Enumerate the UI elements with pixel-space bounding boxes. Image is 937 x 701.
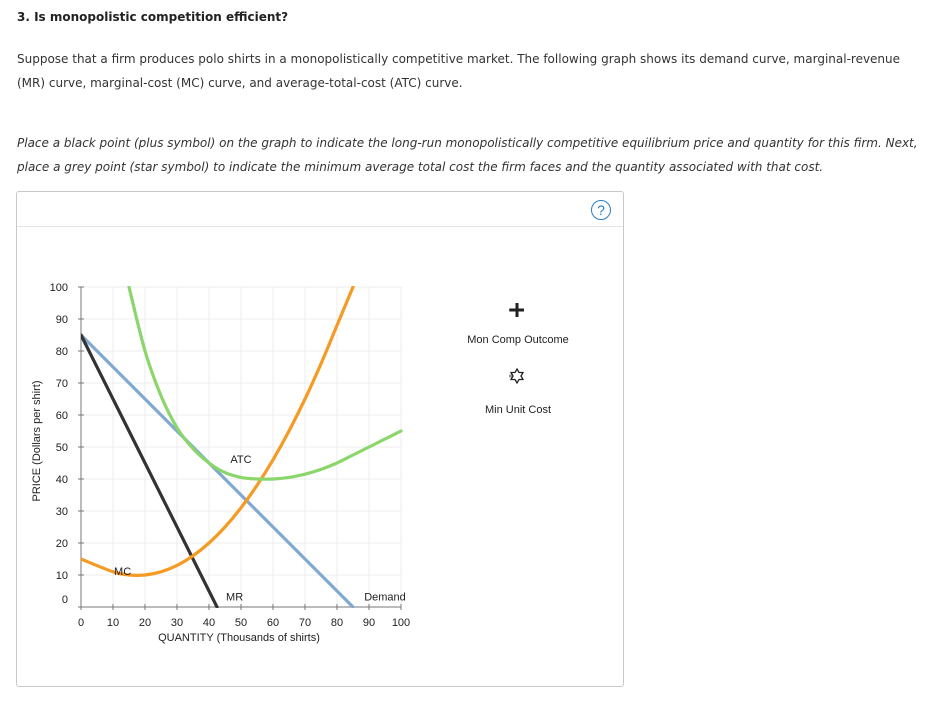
series-atc-curve [127,286,403,481]
curve-label-atc: ATC [230,454,251,466]
x-tick-label: 10 [107,617,119,629]
x-tick-label: 70 [299,617,311,629]
x-tick-label: 100 [392,617,410,629]
y-tick-label: 30 [56,506,68,518]
y-tick-label: 40 [56,474,68,486]
series [81,286,403,608]
graph-panel: ? 0 10 20 30 40 50 60 70 80 90 100 0 10 20 30 40 50 60 70 8… [16,191,624,687]
star-symbol-icon [509,367,525,385]
x-tick-label: 30 [171,617,183,629]
question-instructions: Place a black point (plus symbol) on the… [17,136,918,174]
series-mr-curve [81,333,219,608]
question-intro: Suppose that a firm produces polo shirts… [17,52,901,90]
y-tick-label: 70 [56,378,68,390]
y-tick-label: 80 [56,346,68,358]
curve-labels: ATC MC MR Demand [114,454,406,604]
legend-star-tool[interactable] [509,367,525,385]
grid [81,286,402,607]
series-demand-curve [81,333,355,608]
y-tick-label: 50 [56,442,68,454]
y-tick-label: 100 [50,282,68,294]
question-title: 3. Is monopolistic competition efficient… [17,10,289,24]
y-tick-label: 0 [62,594,68,606]
axes: 0 10 20 30 40 50 60 70 80 90 100 0 10 20 30 40 50 60 70 80 9… [50,282,411,629]
curve-label-demand: Demand [364,592,406,604]
x-tick-label: 20 [139,617,151,629]
plus-symbol-icon [510,303,524,317]
series-mc-curve [81,286,355,577]
curve-label-mc: MC [114,566,131,578]
tool-handle-icon [509,374,513,378]
y-tick-label: 60 [56,410,68,422]
legend-label-min-unit-cost: Min Unit Cost [484,404,552,416]
x-tick-label: 80 [331,617,343,629]
panel-toolbar [17,192,623,227]
x-tick-label: 90 [363,617,375,629]
y-tick-label: 20 [56,538,68,550]
chart[interactable]: 0 10 20 30 40 50 60 70 80 90 100 0 10 20 30 40 50 60 70 80 9… [17,192,623,686]
x-tick-label: 60 [267,617,279,629]
x-tick-label: 50 [235,617,247,629]
curve-label-mr: MR [226,592,243,604]
x-axis-label: QUANTITY (Thousands of shirts) [158,632,320,644]
help-icon[interactable]: ? [591,200,611,220]
y-tick-label: 90 [56,314,68,326]
y-tick-label: 10 [56,570,68,582]
x-tick-label: 40 [203,617,215,629]
legend-label-mon-comp: Mon Comp Outcome [467,334,569,346]
legend-plus-tool[interactable] [509,303,524,317]
y-axis-label: PRICE (Dollars per shirt) [31,380,43,501]
x-tick-label: 0 [78,617,84,629]
